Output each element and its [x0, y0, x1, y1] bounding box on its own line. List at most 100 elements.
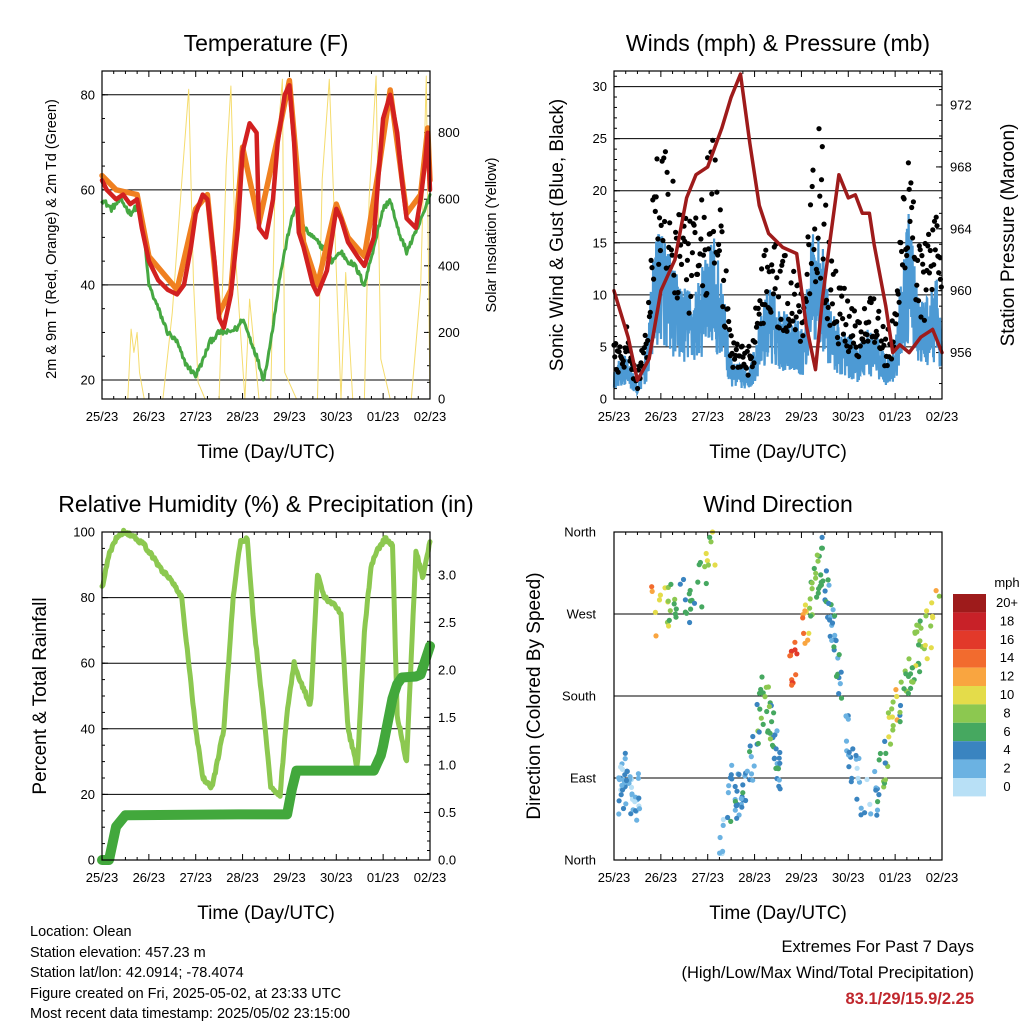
- gust-point: [927, 247, 933, 254]
- gust-point: [909, 204, 915, 211]
- direction-point: [806, 630, 812, 636]
- direction-point: [734, 815, 740, 821]
- direction-point: [739, 804, 745, 810]
- gust-point: [845, 298, 851, 304]
- direction-point: [673, 606, 679, 612]
- direction-point: [910, 679, 916, 685]
- gust-point: [677, 253, 683, 259]
- direction-point: [616, 798, 622, 804]
- y2-tick-label: 0.0: [438, 853, 456, 868]
- gust-point: [895, 291, 901, 297]
- gust-point: [755, 305, 761, 311]
- latest-timestamp: Most recent data timestamp: 2025/05/02 2…: [30, 1006, 351, 1022]
- gust-point: [888, 356, 895, 362]
- direction-point: [849, 775, 855, 781]
- direction-point: [885, 710, 892, 716]
- gust-point: [926, 231, 932, 237]
- direction-point: [720, 822, 726, 829]
- direction-point: [909, 665, 915, 671]
- direction-point: [801, 630, 807, 637]
- y2-tick-label: 968: [950, 159, 972, 174]
- gust-point: [772, 286, 778, 292]
- gust-point: [716, 248, 723, 254]
- gust-point: [930, 227, 936, 233]
- colorbar-swatch: [953, 612, 986, 631]
- direction-point: [632, 799, 638, 805]
- direction-point: [734, 788, 740, 794]
- gust-point: [733, 347, 739, 353]
- gust-point: [640, 350, 647, 356]
- direction-point: [889, 706, 895, 712]
- gust-point: [615, 369, 621, 375]
- direction-point: [687, 587, 693, 594]
- gust-point: [752, 339, 758, 345]
- direction-point: [653, 633, 659, 639]
- direction-point: [666, 623, 672, 629]
- direction-point: [886, 714, 892, 720]
- direction-point: [771, 756, 777, 762]
- gust-point: [926, 270, 933, 276]
- gust-point: [723, 268, 729, 274]
- direction-point: [673, 614, 679, 620]
- direction-point: [808, 613, 814, 619]
- plot-frame: [101, 531, 431, 861]
- x-axis-title: Time (Day/UTC): [197, 903, 335, 924]
- direction-point: [717, 834, 723, 841]
- gust-point: [778, 316, 784, 322]
- gust-point: [933, 214, 939, 220]
- direction-point: [758, 686, 764, 693]
- direction-point: [794, 651, 800, 657]
- direction-point: [747, 749, 753, 755]
- colorbar-swatch: [953, 778, 986, 797]
- direction-point: [756, 729, 762, 735]
- gust-point: [819, 144, 825, 150]
- gust-point: [841, 285, 847, 291]
- x-tick-label: 27/23: [179, 870, 212, 885]
- x-tick-label: 02/23: [926, 409, 959, 424]
- direction-point: [776, 755, 782, 761]
- direction-point: [887, 741, 894, 747]
- direction-point: [831, 644, 837, 650]
- direction-point: [883, 750, 889, 757]
- gust-point: [861, 306, 868, 312]
- colorbar-swatch: [953, 667, 986, 686]
- direction-point: [764, 708, 770, 715]
- chart-title: Winds (mph) & Pressure (mb): [626, 30, 930, 56]
- gust-point: [937, 254, 943, 260]
- gust-point: [920, 261, 926, 267]
- x-tick-label: 27/23: [179, 409, 212, 424]
- direction-point: [936, 593, 942, 599]
- gust-point: [726, 327, 733, 333]
- extremes-legend: (High/Low/Max Wind/Total Precipitation): [681, 964, 974, 982]
- x-tick-label: 28/23: [738, 870, 771, 885]
- direction-point: [738, 796, 744, 802]
- direction-point: [777, 786, 783, 792]
- direction-point: [636, 806, 643, 812]
- direction-point: [652, 609, 659, 616]
- direction-point: [917, 669, 923, 675]
- direction-point: [667, 608, 673, 614]
- gust-point: [693, 215, 699, 221]
- y2-tick-label: 956: [950, 345, 972, 360]
- gust-point: [770, 268, 776, 274]
- direction-point: [766, 703, 773, 710]
- gust-point: [664, 169, 670, 175]
- y-axis-title: 2m & 9m T (Red, Orange) & 2m Td (Green): [44, 99, 60, 379]
- direction-point: [628, 811, 634, 817]
- x-tick-label: 28/23: [226, 409, 259, 424]
- direction-point: [687, 598, 694, 604]
- panel-humidity: Relative Humidity (%) & Precipitation (i…: [30, 491, 474, 924]
- direction-point: [687, 619, 693, 626]
- gust-point: [762, 302, 768, 308]
- direction-point: [772, 732, 778, 738]
- x-tick-label: 30/23: [832, 870, 865, 885]
- gust-point: [669, 252, 675, 258]
- gust-point: [656, 261, 662, 267]
- gust-point: [811, 246, 817, 253]
- gust-point: [800, 333, 806, 339]
- direction-point: [769, 742, 776, 748]
- gust-point: [915, 298, 922, 304]
- direction-point: [657, 592, 664, 598]
- gust-point: [668, 247, 675, 253]
- direction-point: [665, 598, 671, 604]
